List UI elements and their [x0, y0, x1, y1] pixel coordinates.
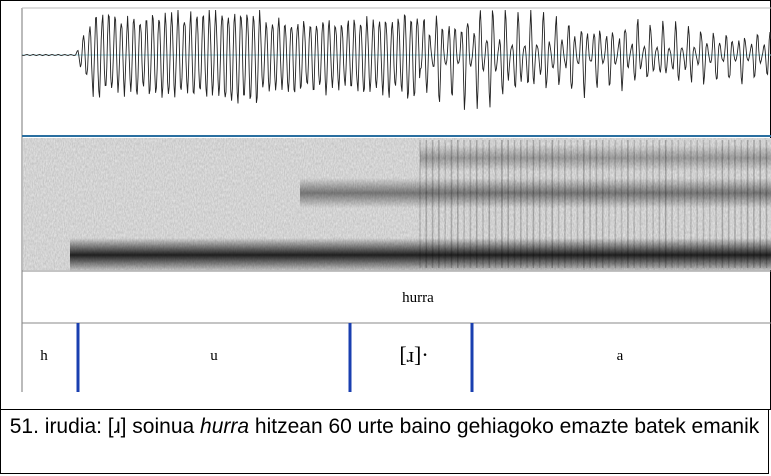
- segment-label: h: [40, 348, 48, 364]
- formant-band: [420, 145, 771, 171]
- caption-text: 51. irudia: [ɹ] soinua: [9, 415, 195, 438]
- figure: hurra h u [ɹ]· a: [0, 0, 771, 410]
- formant-band: [300, 178, 771, 208]
- formant-band: [70, 238, 771, 272]
- waveform-trace: [21, 9, 771, 110]
- caption-italic: hurra: [200, 415, 250, 438]
- segment-label: u: [210, 348, 218, 364]
- word-label: hurra: [402, 290, 434, 306]
- caption: 51. irudia: [ɹ] soinua hurra hitzean 60 …: [0, 409, 769, 474]
- waveform: [21, 9, 771, 110]
- segment-label: a: [617, 348, 624, 364]
- spectrogram-striations: [419, 140, 768, 268]
- segment-label: [ɹ]·: [399, 342, 428, 367]
- caption-text: hitzean 60 urte baino gehiagoko emazte b…: [254, 415, 760, 438]
